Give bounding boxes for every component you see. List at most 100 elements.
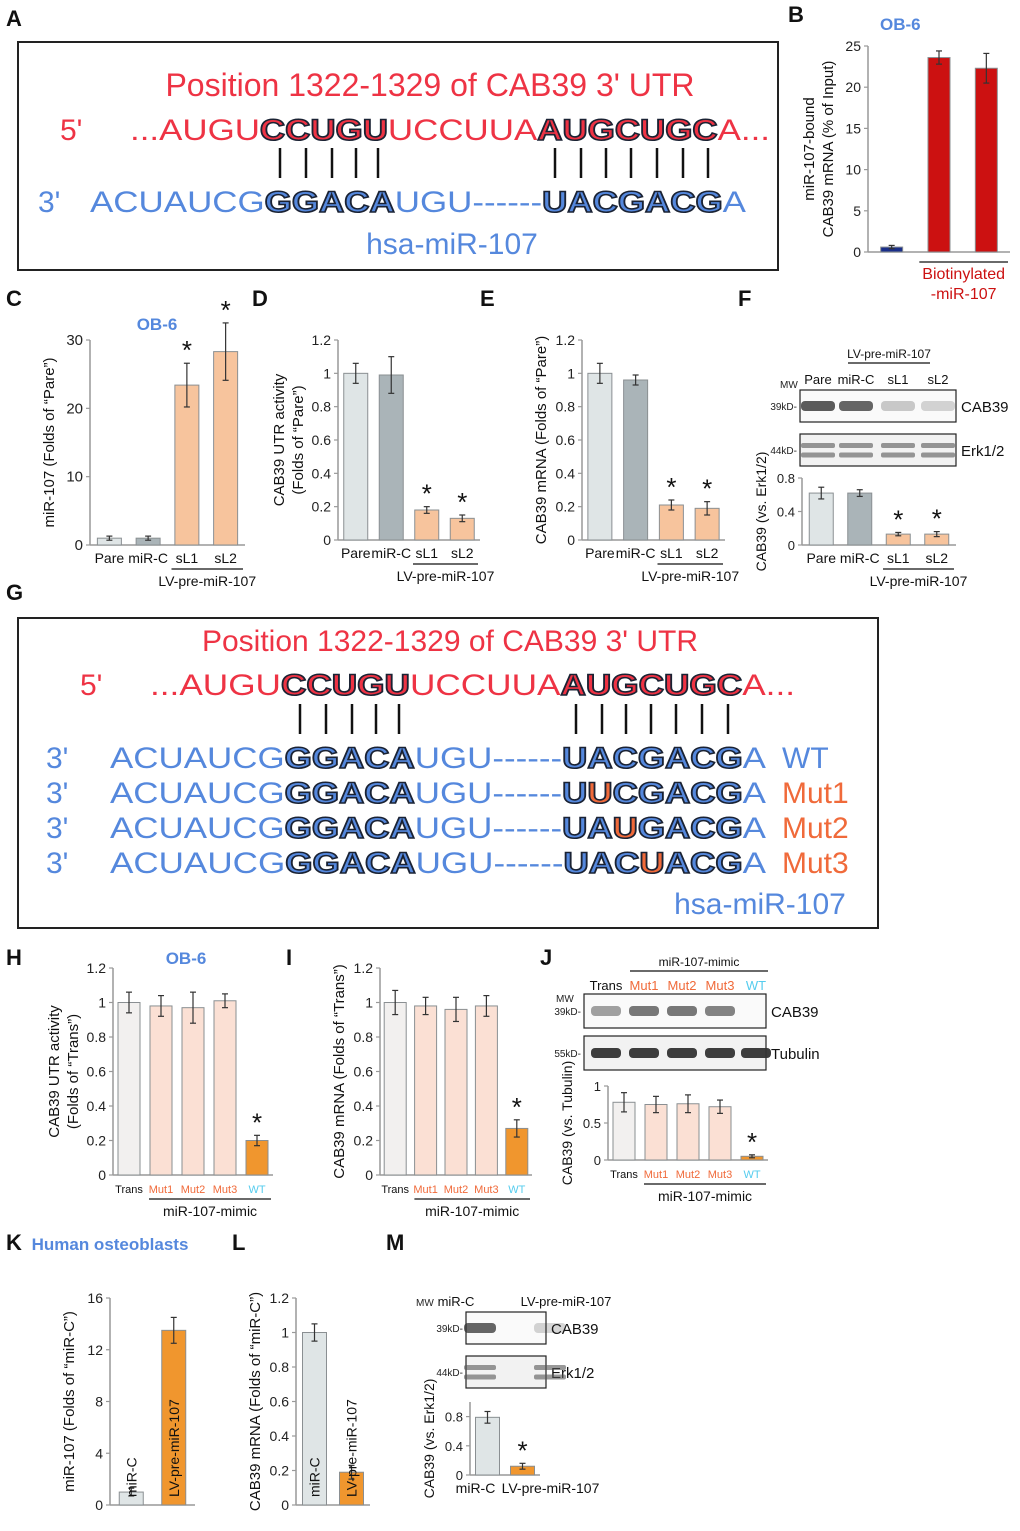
seq-g-row-2-seg-0: ACUAUCG [110, 812, 285, 845]
seq-g-mir-name: hsa-miR-107 [674, 888, 846, 921]
seq-g-row-3-seg-7: A [665, 847, 690, 880]
chart-i-ytick-label-2: 0.4 [354, 1098, 374, 1114]
seq-g-title: Position 1322-1329 of CAB39 3' UTR [202, 625, 698, 658]
blot-j-band-0-1 [629, 1006, 659, 1016]
ob6-label-b: OB-6 [880, 15, 921, 34]
chart-b-ytick-label-1: 5 [853, 203, 861, 219]
chart-l-ytick-label-3: 0.6 [270, 1394, 290, 1410]
chart-e-bar-0 [587, 372, 613, 541]
panel-a-frame [17, 41, 779, 271]
blot-m-band-1-0-a [464, 1364, 496, 1370]
chart-i: 0 0.2 0.4 0.6 0.8 1 1.2 CAB39 mRNA (Folds of “T… [331, 960, 532, 1219]
chart-e: 0 0.2 0.4 0.6 0.8 1 1.2 CAB39 mRNA (Folds of “P… [533, 332, 739, 584]
chart-m-ylabel-0: CAB39 (vs. Erk1/2) [421, 1379, 437, 1499]
chart-b: 0 5 10 15 20 25 miR-107-bound CAB39 mRNA (% of … [801, 38, 1010, 303]
chart-b-ytick-label-2: 10 [845, 162, 861, 178]
seq-a-utr-seg-3: AUGCUGC [537, 114, 717, 147]
seq-g-row-3-label: Mut3 [782, 847, 849, 880]
seq-g-row-0-seg-9: G [716, 742, 743, 775]
chart-d-asterisk-3: * [457, 487, 467, 517]
chart-e-cat-3: sL2 [696, 545, 719, 561]
blot-m-band-0-1 [534, 1323, 566, 1333]
blot-j-lane-2: Mut2 [668, 978, 697, 993]
chart-k-cat-1: LV-pre-miR-107 [166, 1399, 182, 1497]
chart-d-asterisk-2: * [422, 479, 432, 509]
chart-d-bar-1 [378, 374, 404, 541]
chart-i-cat-4: WT [508, 1184, 525, 1196]
seq-g-row-2-seg-3: U [562, 812, 587, 845]
blot-j-lane-1: Mut1 [630, 978, 659, 993]
chart-e-ytick-label-3: 0.6 [556, 432, 576, 448]
seq-g-row-3-seg-9: G [715, 847, 742, 880]
panel-letter-i: I [286, 945, 292, 970]
chart-d-cat-1: miR-C [371, 545, 411, 561]
chart-d-group-label-0: LV-pre-miR-107 [397, 568, 495, 584]
chart-m-bar-0 [475, 1416, 500, 1476]
seq-g-row-1-seg-0: ACUAUCG [110, 777, 285, 810]
chart-k-ytick-label-1: 4 [95, 1445, 103, 1461]
chart-d-bar-2 [414, 509, 440, 541]
chart-i-bar-1 [414, 1005, 438, 1176]
chart-m-ytick-label-1: 0.4 [445, 1439, 463, 1454]
seq-g-row-0-seg-4: A [587, 742, 612, 775]
chart-h-ytick-label-5: 1 [98, 995, 106, 1011]
chart-i-asterisk-4: * [512, 1092, 522, 1122]
seq-g-row-3-seg-5: C [614, 847, 639, 880]
chart-h-ytick-label-2: 0.4 [87, 1098, 107, 1114]
blot-j-band-name-0: CAB39 [771, 1004, 819, 1021]
chart-h-ytick-label-3: 0.6 [87, 1064, 107, 1080]
chart-e-bar-2 [658, 504, 684, 541]
seq-g-row-2-seg-10: A [743, 812, 766, 845]
blot-f-kd-0: 39kD- [770, 402, 797, 413]
seq-g-utr-seg-2: UCCUUA [410, 669, 560, 702]
chart-h-bar-1 [149, 1005, 173, 1176]
chart-c-cat-1: miR-C [128, 550, 168, 566]
blot-f: MW LV-pre-miR-107 Pare miR-C sL1 sL2 39kD- CAB3… [770, 347, 1009, 467]
blot-j-band-name-1: Tubulin [771, 1046, 820, 1063]
seq-g-row-1-seg-4: U [587, 777, 612, 810]
chart-f-asterisk-2: * [893, 504, 903, 534]
chart-h-cat-4: WT [248, 1184, 265, 1196]
ob6-label-c: OB-6 [137, 315, 178, 334]
chart-d-ytick-label-6: 1.2 [312, 332, 332, 348]
chart-i-ytick-label-0: 0 [365, 1167, 373, 1183]
blot-j-kd-1: 55kD- [554, 1049, 581, 1060]
chart-m-ytick-label-2: 0.8 [445, 1410, 463, 1425]
chart-d: 0 0.2 0.4 0.6 0.8 1 1.2 CAB39 UTR activity (Fold… [271, 332, 495, 584]
blot-f-lane-0: Pare [804, 372, 831, 387]
seq-g-row-2-seg-9: G [716, 812, 743, 845]
seq-g-row-2-label: Mut2 [782, 812, 849, 845]
chart-m-cat-0: miR-C [456, 1480, 496, 1496]
chart-d-ytick-label-1: 0.2 [312, 499, 332, 515]
seq-a-utr-seg-4: A... [718, 114, 770, 147]
blot-f-group-label: LV-pre-miR-107 [847, 347, 931, 361]
chart-b-ytick-label-5: 25 [845, 38, 861, 54]
seq-g-row-2-seg-1: GGACA [285, 812, 415, 845]
seq-g-row-0-prime: 3' [46, 742, 68, 775]
chart-e-ytick-label-5: 1 [567, 365, 575, 381]
chart-c-ytick-label-3: 30 [66, 332, 83, 349]
chart-f-bar-1 [847, 492, 873, 546]
blot-j-band-1-3 [705, 1048, 735, 1058]
blot-f-band-1-2-b [881, 452, 915, 458]
seq-g-row-0-seg-3: U [562, 742, 587, 775]
seq-g-row-1: ACUAUCG GGACA UGU------ U U C G A C G A [110, 777, 766, 810]
chart-b-ytick-label-0: 0 [853, 244, 861, 260]
seq-a-mir-seg-3: UACGACG [542, 186, 723, 219]
chart-h-bar-3 [213, 1000, 237, 1176]
chart-c-asterisk-2: * [182, 335, 192, 365]
chart-e-ytick-label-1: 0.2 [556, 499, 576, 515]
chart-k-ytick-label-4: 16 [87, 1290, 103, 1306]
chart-f-cat-3: sL2 [925, 550, 948, 566]
seq-g-five-prime: 5' [80, 669, 102, 702]
seq-g-row-3: ACUAUCG GGACA UGU------ U A C U A C G A [110, 847, 766, 880]
chart-f-ytick-label-1: 0.4 [777, 505, 795, 520]
seq-a-utr: ...AUGU CCUGU UCCUUA AUGCUGC A... [130, 114, 770, 147]
seq-a-title: Position 1322-1329 of CAB39 3' UTR [165, 67, 694, 103]
seq-g-row-0-seg-7: A [665, 742, 690, 775]
chart-h-cat-2: Mut2 [181, 1184, 205, 1196]
chart-d-ytick-label-5: 1 [323, 365, 331, 381]
chart-j-cat-0: Trans [610, 1169, 638, 1181]
chart-k: 0 4 8 12 16 miR-107 (Folds of “miR-C”) miR-C LV… [61, 1290, 195, 1513]
